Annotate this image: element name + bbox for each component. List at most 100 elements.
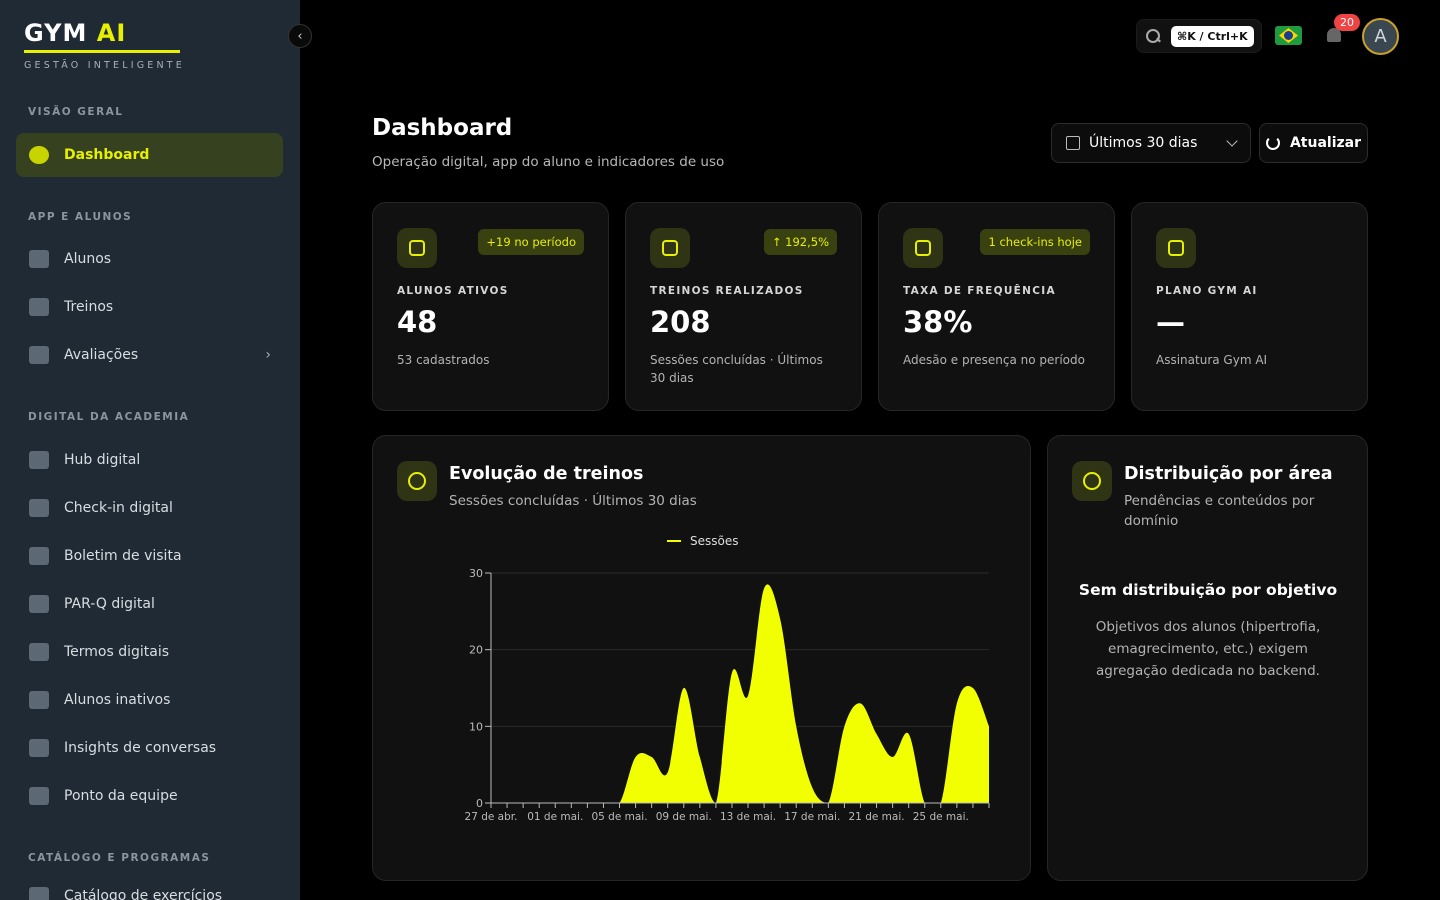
sidebar-item-parq-digital[interactable]: PAR-Q digital — [16, 582, 283, 626]
section-label-digital-academia: DIGITAL DA ACADEMIA — [28, 411, 190, 423]
kpi-card-treinos-realizados: ↑ 192,5% TREINOS REALIZADOS 208 Sessões … — [625, 202, 862, 411]
sidebar-item-checkin-digital[interactable]: Check-in digital — [16, 486, 283, 530]
kpi-label: TAXA DE FREQUÊNCIA — [903, 285, 1056, 297]
sidebar-item-label: Check-in digital — [64, 500, 173, 516]
kpi-card-taxa-frequencia: 1 check-ins hoje TAXA DE FREQUÊNCIA 38% … — [878, 202, 1115, 411]
empty-state-title: Sem distribuição por objetivo — [1078, 581, 1338, 599]
board-icon — [28, 545, 50, 567]
section-label-visao-geral: VISÃO GERAL — [28, 106, 124, 118]
x-tick-label: 17 de mai. — [784, 811, 840, 823]
x-tick-label: 05 de mai. — [591, 811, 647, 823]
series-area-sessoes — [491, 584, 989, 803]
brand-logo[interactable]: GYM AI GESTÃO INTELIGENTE — [24, 18, 185, 71]
sidebar-item-alunos-inativos[interactable]: Alunos inativos — [16, 678, 283, 722]
sidebar-item-label: Hub digital — [64, 452, 141, 468]
chart-icon — [28, 737, 50, 759]
sidebar-item-avaliacoes[interactable]: Avaliações › — [16, 333, 283, 377]
sidebar-item-hub-digital[interactable]: Hub digital — [16, 438, 283, 482]
sidebar-item-dashboard[interactable]: Dashboard — [16, 133, 283, 177]
brand-name: GYM — [24, 19, 88, 47]
sidebar-item-label: Alunos — [64, 251, 112, 267]
empty-state-description: Objetivos dos alunos (hipertrofia, emagr… — [1095, 619, 1321, 679]
page-subtitle: Operação digital, app do aluno e indicad… — [372, 154, 725, 170]
kpi-label: TREINOS REALIZADOS — [650, 285, 804, 297]
sidebar-item-label: Termos digitais — [64, 644, 170, 660]
evolution-panel: Evolução de treinos Sessões concluídas ·… — [372, 435, 1031, 881]
card-icon — [1156, 228, 1196, 268]
user-icon — [28, 248, 50, 270]
kpi-value: 48 — [397, 305, 438, 339]
chevron-down-icon — [1226, 135, 1238, 147]
y-tick-label: 30 — [469, 567, 483, 580]
x-tick-label: 27 de abr. — [465, 811, 518, 823]
notification-badge: 20 — [1334, 14, 1360, 31]
legend-swatch — [667, 539, 681, 543]
section-label-catalogo-programas: CATÁLOGO E PROGRAMAS — [28, 852, 211, 864]
page-title: Dashboard — [372, 115, 513, 141]
evolution-chart: 0 10 20 30 27 de abr. 01 de mai. 05 de mai. 09 … — [465, 567, 990, 823]
sidebar-item-label: Dashboard — [64, 147, 150, 163]
lock-icon — [28, 641, 50, 663]
users-icon — [397, 228, 437, 268]
kpi-description: 53 cadastrados — [397, 353, 490, 367]
brand-tagline: GESTÃO INTELIGENTE — [24, 60, 185, 71]
date-range-select[interactable]: Últimos 30 dias — [1051, 123, 1251, 163]
x-tick-label: 25 de mai. — [913, 811, 969, 823]
dashboard-icon — [28, 144, 50, 166]
y-tick-label: 20 — [469, 644, 483, 657]
bar-chart-icon — [903, 228, 943, 268]
kpi-description: Sessões concluídas · Últimos 30 dias — [650, 353, 823, 385]
sidebar-item-boletim-visita[interactable]: Boletim de visita — [16, 534, 283, 578]
kpi-label: ALUNOS ATIVOS — [397, 285, 509, 297]
bell-icon[interactable] — [1324, 26, 1344, 46]
refresh-button[interactable]: Atualizar — [1259, 123, 1368, 163]
kpi-badge: 1 check-ins hoje — [980, 229, 1090, 255]
pie-chart-icon — [1072, 461, 1112, 501]
sidebar-item-label: Avaliações — [64, 347, 139, 363]
panel-title: Distribuição por área — [1124, 464, 1333, 484]
search-icon — [1145, 28, 1161, 44]
kpi-card-plano-gym-ai: PLANO GYM AI — Assinatura Gym AI — [1131, 202, 1368, 411]
x-tick-label: 01 de mai. — [527, 811, 583, 823]
sidebar-item-alunos[interactable]: Alunos — [16, 237, 283, 281]
brand-accent: AI — [96, 19, 127, 47]
sidebar-item-label: PAR-Q digital — [64, 596, 155, 612]
workout-icon — [28, 296, 50, 318]
y-tick-label: 10 — [469, 720, 483, 733]
distribution-panel: Distribuição por área Pendências e conte… — [1047, 435, 1368, 881]
trending-up-icon — [397, 461, 437, 501]
workout-icon — [28, 885, 50, 900]
kpi-value: 38% — [903, 305, 973, 339]
sidebar-item-label: Ponto da equipe — [64, 788, 178, 804]
brand-underline — [24, 50, 180, 53]
user-list-icon — [28, 689, 50, 711]
brazil-flag-icon[interactable] — [1275, 26, 1302, 45]
activity-icon — [650, 228, 690, 268]
calendar-icon — [1066, 136, 1080, 150]
sidebar-item-termos-digitais[interactable]: Termos digitais — [16, 630, 283, 674]
panel-title: Evolução de treinos — [449, 464, 644, 484]
gauge-icon — [28, 449, 50, 471]
legend-label: Sessões — [690, 534, 739, 548]
kpi-label: PLANO GYM AI — [1156, 285, 1258, 297]
kpi-description: Assinatura Gym AI — [1156, 353, 1268, 367]
x-tick-label: 13 de mai. — [720, 811, 776, 823]
sidebar-collapse-button[interactable]: ‹ — [288, 24, 312, 48]
search-button[interactable]: ⌘K / Ctrl+K — [1136, 19, 1262, 53]
search-shortcut: ⌘K / Ctrl+K — [1171, 25, 1254, 47]
y-tick-label: 0 — [476, 797, 483, 810]
sidebar-item-ponto-equipe[interactable]: Ponto da equipe — [16, 774, 283, 818]
kpi-badge: +19 no período — [478, 229, 584, 255]
calendar-icon — [28, 785, 50, 807]
star-badge-icon — [28, 593, 50, 615]
kpi-description: Adesão e presença no período — [903, 353, 1085, 367]
sidebar-item-label: Catálogo de exercícios — [64, 888, 223, 900]
avatar[interactable]: A — [1362, 18, 1399, 55]
section-label-app-alunos: APP E ALUNOS — [28, 211, 133, 223]
chart-legend: Sessões — [667, 534, 738, 548]
sidebar-item-insights-conversas[interactable]: Insights de conversas — [16, 726, 283, 770]
sidebar-item-label: Alunos inativos — [64, 692, 171, 708]
sidebar-item-treinos[interactable]: Treinos — [16, 285, 283, 329]
checkin-icon — [28, 497, 50, 519]
sidebar-item-catalogo-exercicios[interactable]: Catálogo de exercícios — [16, 874, 283, 900]
